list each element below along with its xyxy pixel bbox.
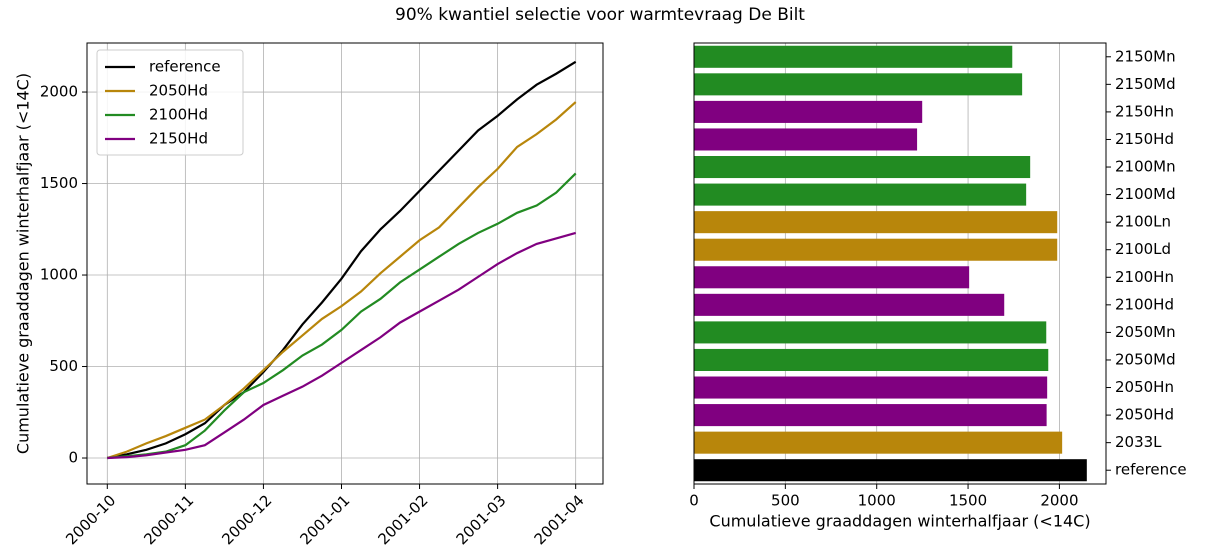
y-tick-label: 0 [68,449,78,467]
y-tick-label: 2100Ld [1115,240,1171,258]
x-tick-label: 2000-11 [140,491,197,548]
series-line [107,60,577,460]
bar [694,321,1047,344]
x-tick-label: 1500 [949,492,987,510]
bar [694,404,1047,427]
x-tick-label: 2001-03 [453,491,510,548]
y-tick-label: 2100Md [1115,185,1176,203]
y-tick-label: 2100Mn [1115,158,1176,176]
legend-box [96,49,244,156]
bar [694,183,1027,206]
bar [694,238,1058,261]
legend-label: 2150Hd [149,130,208,148]
bar [694,100,923,123]
x-tick-label: 2001-02 [375,491,432,548]
x-tick-label: 1000 [858,492,896,510]
y-tick-label: 2150Hd [1115,130,1174,148]
y-tick-label: 1000 [40,266,78,284]
y-tick-label: 2050Hd [1115,406,1174,424]
bar [694,128,918,151]
y-tick-label: 2100Hd [1115,295,1174,313]
x-axis-label: Cumulatieve graaddagen winterhalfjaar (<… [709,512,1090,531]
y-tick-label: 2150Md [1115,75,1176,93]
bar [694,348,1049,371]
x-tick-label: 2000-12 [218,491,275,548]
y-tick-label: 2050Mn [1115,323,1176,341]
plot-frame [693,42,1107,485]
bar [694,73,1023,96]
plot-frame [86,42,604,485]
bar [694,376,1048,399]
figure-title: 90% kwantiel selectie voor warmtevraag D… [395,5,805,25]
x-tick-label: 2001-04 [531,491,588,548]
legend-label: 2050Hd [149,82,208,100]
y-tick-label: reference [1115,461,1187,479]
x-tick-label: 2001-01 [296,491,353,548]
x-tick-label: 0 [689,492,699,510]
y-tick-label: 500 [49,357,78,375]
legend-label: 2100Hd [149,106,208,124]
y-tick-label: 2100Hn [1115,268,1174,286]
y-tick-label: 2050Hn [1115,378,1174,396]
series-line [107,231,576,460]
y-axis-label: Cumulatieve graaddagen winterhalfjaar (<… [14,73,33,454]
bar [694,459,1087,482]
bar [694,211,1058,234]
y-tick-label: 2050Md [1115,350,1176,368]
bar [694,266,970,289]
series-line [107,172,577,460]
y-tick-label: 1500 [40,174,78,192]
y-tick-label: 2100Ln [1115,213,1171,231]
y-tick-label: 2150Hn [1115,102,1174,120]
y-tick-label: 2150Mn [1115,47,1176,65]
legend-label: reference [149,58,221,76]
bar [694,156,1031,179]
y-tick-label: 2033L [1115,433,1162,451]
bar [694,293,1005,316]
bar [694,45,1013,68]
bar [694,431,1063,454]
x-tick-label: 2000-10 [62,491,119,548]
x-tick-label: 2000 [1040,492,1078,510]
series-line [106,101,577,460]
x-tick-label: 500 [771,492,800,510]
y-tick-label: 2000 [40,83,78,101]
